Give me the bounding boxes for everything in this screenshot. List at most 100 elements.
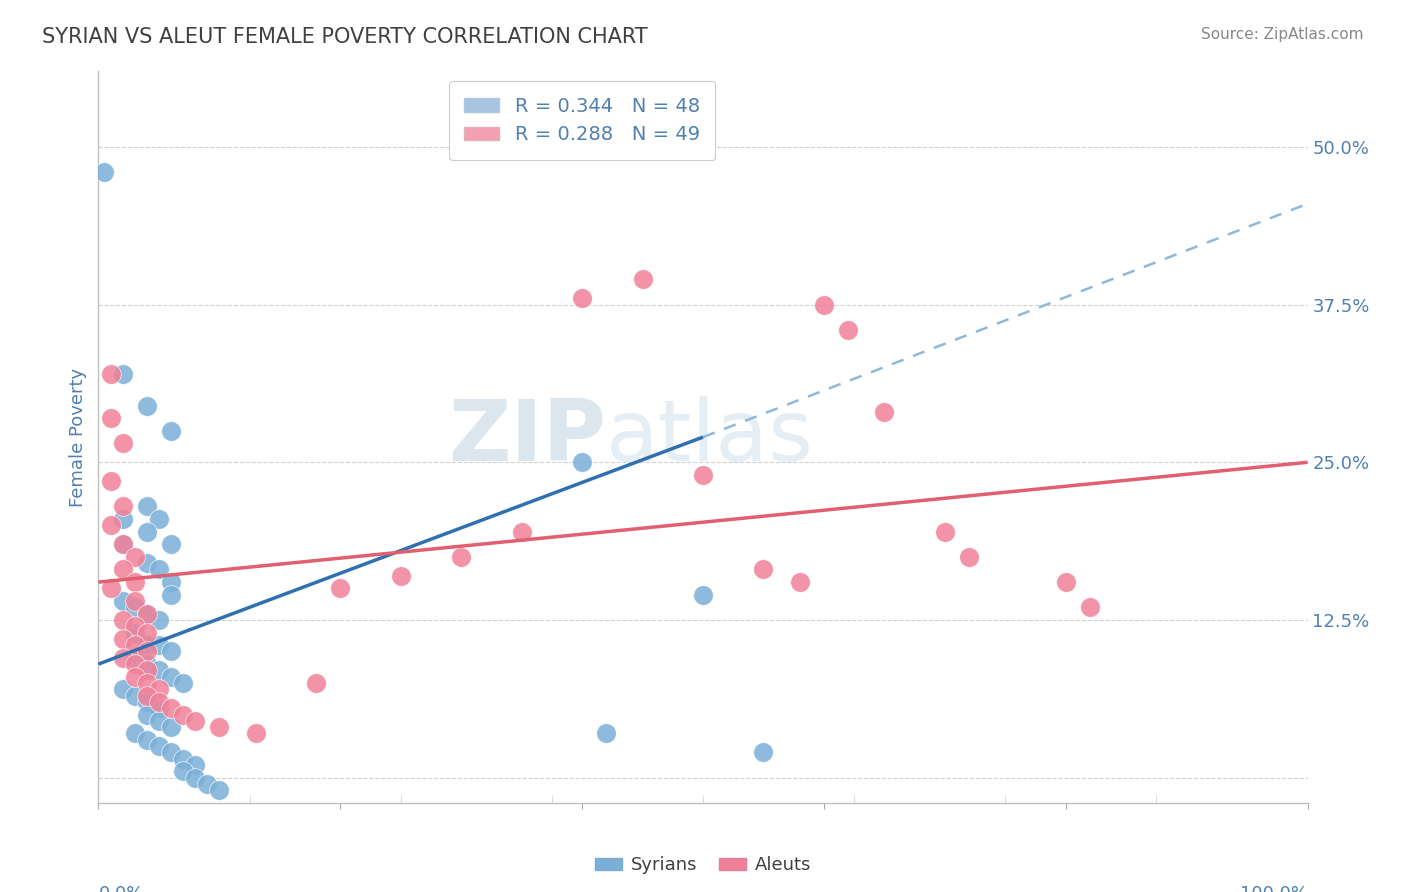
Point — [148, 562, 170, 576]
Point — [111, 650, 134, 665]
Point — [160, 537, 183, 551]
Point — [135, 399, 157, 413]
Point — [160, 720, 183, 734]
Point — [752, 562, 775, 576]
Point — [148, 638, 170, 652]
Point — [135, 500, 157, 514]
Point — [111, 594, 134, 608]
Point — [631, 272, 654, 286]
Point — [124, 657, 146, 671]
Point — [100, 367, 122, 381]
Point — [124, 549, 146, 564]
Point — [100, 582, 122, 596]
Point — [135, 695, 157, 709]
Point — [124, 650, 146, 665]
Point — [135, 689, 157, 703]
Point — [135, 676, 157, 690]
Text: atlas: atlas — [606, 395, 814, 479]
Point — [124, 575, 146, 590]
Point — [148, 682, 170, 697]
Point — [160, 701, 183, 715]
Point — [957, 549, 980, 564]
Point — [510, 524, 533, 539]
Point — [160, 424, 183, 438]
Point — [184, 758, 207, 772]
Point — [160, 670, 183, 684]
Point — [111, 562, 134, 576]
Point — [124, 726, 146, 740]
Point — [813, 298, 835, 312]
Point — [571, 291, 593, 305]
Point — [148, 701, 170, 715]
Point — [135, 556, 157, 570]
Point — [160, 588, 183, 602]
Point — [148, 739, 170, 753]
Point — [124, 619, 146, 633]
Point — [160, 575, 183, 590]
Point — [184, 714, 207, 728]
Text: Source: ZipAtlas.com: Source: ZipAtlas.com — [1201, 27, 1364, 42]
Point — [172, 752, 194, 766]
Point — [595, 726, 617, 740]
Point — [934, 524, 956, 539]
Point — [148, 695, 170, 709]
Point — [245, 726, 267, 740]
Point — [135, 732, 157, 747]
Point — [148, 714, 170, 728]
Point — [571, 455, 593, 469]
Point — [111, 512, 134, 526]
Point — [172, 764, 194, 779]
Point — [124, 625, 146, 640]
Point — [111, 436, 134, 450]
Point — [389, 569, 412, 583]
Point — [184, 771, 207, 785]
Point — [135, 638, 157, 652]
Point — [111, 613, 134, 627]
Point — [124, 600, 146, 615]
Point — [692, 588, 714, 602]
Point — [305, 676, 328, 690]
Point — [692, 467, 714, 482]
Point — [172, 676, 194, 690]
Point — [93, 165, 115, 179]
Point — [124, 670, 146, 684]
Point — [148, 664, 170, 678]
Point — [135, 607, 157, 621]
Point — [100, 474, 122, 488]
Point — [124, 689, 146, 703]
Point — [160, 745, 183, 759]
Text: SYRIAN VS ALEUT FEMALE POVERTY CORRELATION CHART: SYRIAN VS ALEUT FEMALE POVERTY CORRELATI… — [42, 27, 648, 46]
Point — [1078, 600, 1101, 615]
Point — [837, 323, 859, 337]
Point — [111, 500, 134, 514]
Point — [195, 777, 218, 791]
Point — [111, 682, 134, 697]
Point — [100, 518, 122, 533]
Point — [135, 625, 157, 640]
Text: ZIP: ZIP — [449, 395, 606, 479]
Point — [135, 657, 157, 671]
Point — [124, 594, 146, 608]
Point — [111, 537, 134, 551]
Point — [160, 644, 183, 658]
Point — [450, 549, 472, 564]
Y-axis label: Female Poverty: Female Poverty — [69, 368, 87, 507]
Point — [172, 707, 194, 722]
Point — [208, 720, 231, 734]
Legend: Syrians, Aleuts: Syrians, Aleuts — [588, 849, 818, 881]
Point — [208, 783, 231, 797]
Point — [135, 707, 157, 722]
Point — [135, 664, 157, 678]
Point — [789, 575, 811, 590]
Point — [111, 537, 134, 551]
Point — [752, 745, 775, 759]
Point — [111, 367, 134, 381]
Text: 100.0%: 100.0% — [1240, 885, 1308, 892]
Point — [124, 638, 146, 652]
Point — [135, 524, 157, 539]
Point — [135, 607, 157, 621]
Point — [329, 582, 352, 596]
Text: 0.0%: 0.0% — [98, 885, 143, 892]
Point — [135, 644, 157, 658]
Point — [1054, 575, 1077, 590]
